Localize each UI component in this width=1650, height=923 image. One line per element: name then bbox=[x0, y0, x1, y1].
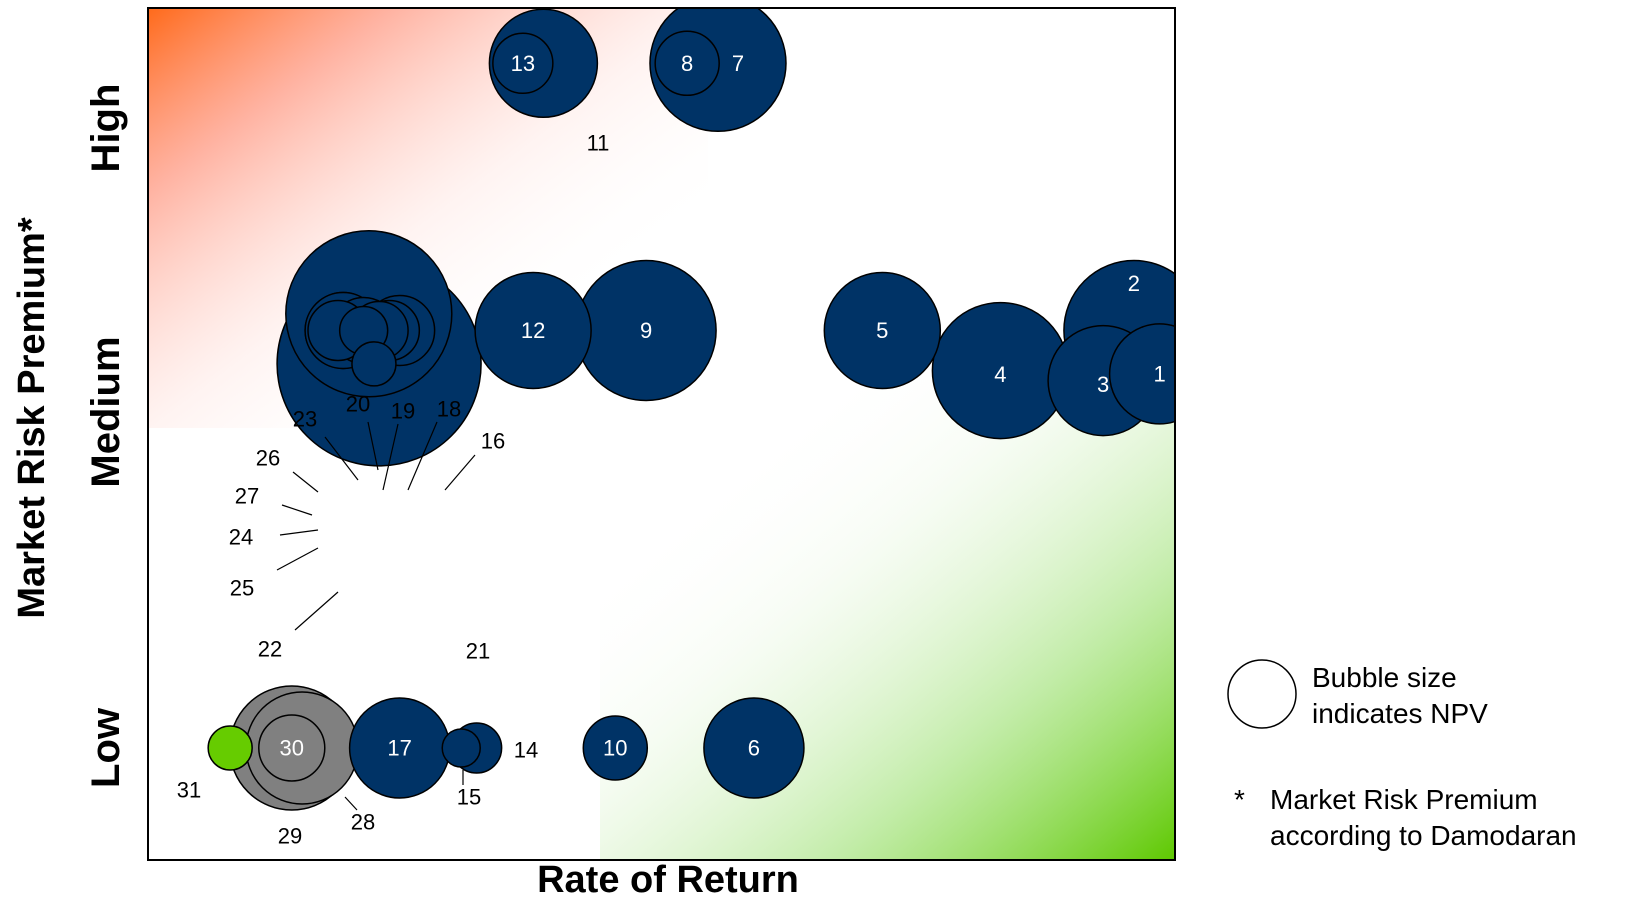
bubble-label-24: 24 bbox=[229, 525, 253, 550]
bubble-13 bbox=[492, 32, 554, 95]
bubble-label-4: 4 bbox=[994, 362, 1006, 387]
bubble-label-12: 12 bbox=[521, 318, 545, 343]
bubble-label-15: 15 bbox=[457, 785, 481, 810]
x-axis-title: Rate of Return bbox=[537, 859, 799, 901]
bubble-8 bbox=[654, 30, 720, 97]
bubble-label-19: 19 bbox=[391, 399, 415, 424]
bubble-label-7: 7 bbox=[732, 51, 744, 76]
bubble-label-22: 22 bbox=[258, 637, 282, 662]
bubble-label-1: 1 bbox=[1153, 361, 1165, 386]
leader-line-27 bbox=[281, 504, 313, 516]
leader-line-25 bbox=[276, 547, 319, 571]
bubble-1 bbox=[1108, 323, 1175, 425]
leader-line-28 bbox=[344, 796, 358, 811]
bubble-label-28: 28 bbox=[351, 810, 375, 835]
legend-bubble-size: Bubble size indicates NPV bbox=[1312, 660, 1488, 732]
bubble-label-30: 30 bbox=[280, 736, 304, 761]
leader-line-20 bbox=[367, 421, 379, 471]
low-risk-gradient bbox=[600, 380, 1175, 860]
bubble-label-17: 17 bbox=[387, 736, 411, 761]
bubble-10 bbox=[582, 715, 649, 781]
bubble-label-13: 13 bbox=[511, 51, 535, 76]
bubble-label-29: 29 bbox=[278, 824, 302, 849]
leader-line-19 bbox=[382, 423, 399, 491]
bubble-label-6: 6 bbox=[748, 736, 760, 761]
legend-bubble-line2: indicates NPV bbox=[1312, 698, 1488, 729]
bubble-25 bbox=[351, 341, 397, 387]
bubble-label-31: 31 bbox=[177, 778, 201, 803]
bubble-label-11: 11 bbox=[587, 131, 610, 156]
y-tick-low: Low bbox=[84, 707, 128, 788]
bubble-label-20: 20 bbox=[346, 392, 370, 417]
label-leader-lines bbox=[276, 421, 476, 811]
bubble-label-8: 8 bbox=[681, 51, 693, 76]
bubble-label-23: 23 bbox=[293, 407, 317, 432]
leader-line-26 bbox=[292, 471, 319, 493]
leader-line-18 bbox=[407, 421, 438, 491]
bubble-5 bbox=[823, 271, 942, 390]
y-tick-medium: Medium bbox=[84, 336, 128, 487]
bubble-label-5: 5 bbox=[876, 318, 888, 343]
plot-frame bbox=[147, 7, 1176, 861]
bubble-label-2: 2 bbox=[1128, 271, 1140, 296]
footnote-line1: Market Risk Premium bbox=[1270, 784, 1538, 815]
bubble-6 bbox=[703, 697, 805, 799]
y-axis-ticks: Low Medium High bbox=[84, 84, 128, 788]
footnote-line2: according to Damodaran bbox=[1270, 820, 1577, 851]
bubble-label-14: 14 bbox=[514, 738, 538, 763]
legend-bubble-icon bbox=[1227, 659, 1297, 729]
bubbles bbox=[207, 8, 1175, 811]
bubble-label-16: 16 bbox=[481, 429, 505, 454]
footnote-mark: * bbox=[1234, 784, 1245, 815]
bubble-12 bbox=[474, 271, 592, 390]
bubble-15 bbox=[441, 728, 481, 768]
leader-line-24 bbox=[279, 529, 319, 536]
bubble-label-18: 18 bbox=[437, 397, 461, 422]
leader-line-16 bbox=[444, 454, 476, 491]
legend-footnote: Market Risk Premium according to Damodar… bbox=[1270, 782, 1577, 854]
bubble-label-10: 10 bbox=[603, 736, 627, 761]
legend-bubble-line1: Bubble size bbox=[1312, 662, 1457, 693]
y-tick-high: High bbox=[84, 84, 128, 173]
leader-line-22 bbox=[294, 591, 339, 631]
bubble-label-25: 25 bbox=[230, 576, 254, 601]
bubble-31 bbox=[207, 725, 253, 771]
bubble-label-27: 27 bbox=[235, 484, 259, 509]
bubble-label-26: 26 bbox=[256, 446, 280, 471]
bubble-label-3: 3 bbox=[1097, 372, 1109, 397]
leader-line-23 bbox=[324, 436, 359, 481]
bubble-label-9: 9 bbox=[640, 318, 652, 343]
bubble-label-21: 21 bbox=[466, 639, 490, 664]
y-axis-title: Market Risk Premium* bbox=[11, 217, 53, 618]
bubble-30 bbox=[258, 714, 326, 782]
bubble-labels: 1234567891011121314151617181920212223242… bbox=[177, 51, 1166, 849]
